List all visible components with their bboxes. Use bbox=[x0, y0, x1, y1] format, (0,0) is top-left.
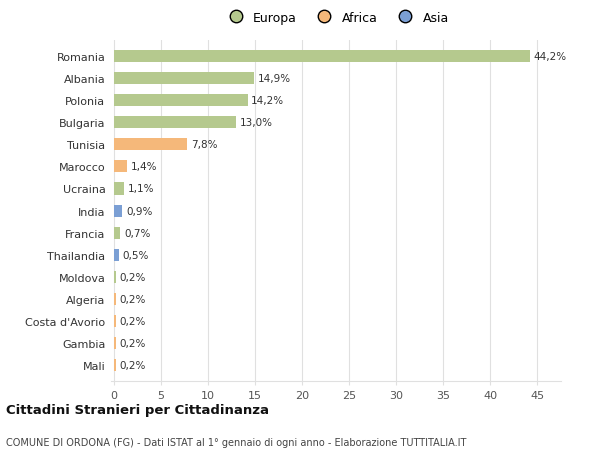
Text: Cittadini Stranieri per Cittadinanza: Cittadini Stranieri per Cittadinanza bbox=[6, 403, 269, 416]
Bar bbox=[114, 50, 530, 63]
Bar bbox=[114, 139, 187, 151]
Legend: Europa, Africa, Asia: Europa, Africa, Asia bbox=[219, 8, 453, 28]
Text: 7,8%: 7,8% bbox=[191, 140, 218, 150]
Text: 0,9%: 0,9% bbox=[126, 206, 152, 216]
Bar bbox=[114, 337, 116, 350]
Bar bbox=[114, 95, 248, 107]
Text: 1,1%: 1,1% bbox=[128, 184, 154, 194]
Text: 1,4%: 1,4% bbox=[131, 162, 157, 172]
Bar bbox=[114, 161, 127, 173]
Text: 0,2%: 0,2% bbox=[119, 294, 146, 304]
Bar bbox=[114, 315, 116, 327]
Bar bbox=[114, 117, 236, 129]
Bar bbox=[114, 227, 121, 239]
Text: 44,2%: 44,2% bbox=[533, 52, 567, 62]
Bar bbox=[114, 271, 116, 283]
Text: 0,2%: 0,2% bbox=[119, 272, 146, 282]
Bar bbox=[114, 249, 119, 261]
Text: 0,2%: 0,2% bbox=[119, 338, 146, 348]
Text: 14,2%: 14,2% bbox=[251, 96, 284, 106]
Text: 14,9%: 14,9% bbox=[258, 74, 291, 84]
Bar bbox=[114, 359, 116, 372]
Text: 0,2%: 0,2% bbox=[119, 360, 146, 370]
Bar bbox=[114, 183, 124, 195]
Text: 0,5%: 0,5% bbox=[122, 250, 149, 260]
Bar bbox=[114, 293, 116, 305]
Text: 13,0%: 13,0% bbox=[240, 118, 273, 128]
Text: 0,7%: 0,7% bbox=[124, 228, 151, 238]
Bar bbox=[114, 73, 254, 85]
Text: COMUNE DI ORDONA (FG) - Dati ISTAT al 1° gennaio di ogni anno - Elaborazione TUT: COMUNE DI ORDONA (FG) - Dati ISTAT al 1°… bbox=[6, 437, 466, 447]
Text: 0,2%: 0,2% bbox=[119, 316, 146, 326]
Bar bbox=[114, 205, 122, 217]
